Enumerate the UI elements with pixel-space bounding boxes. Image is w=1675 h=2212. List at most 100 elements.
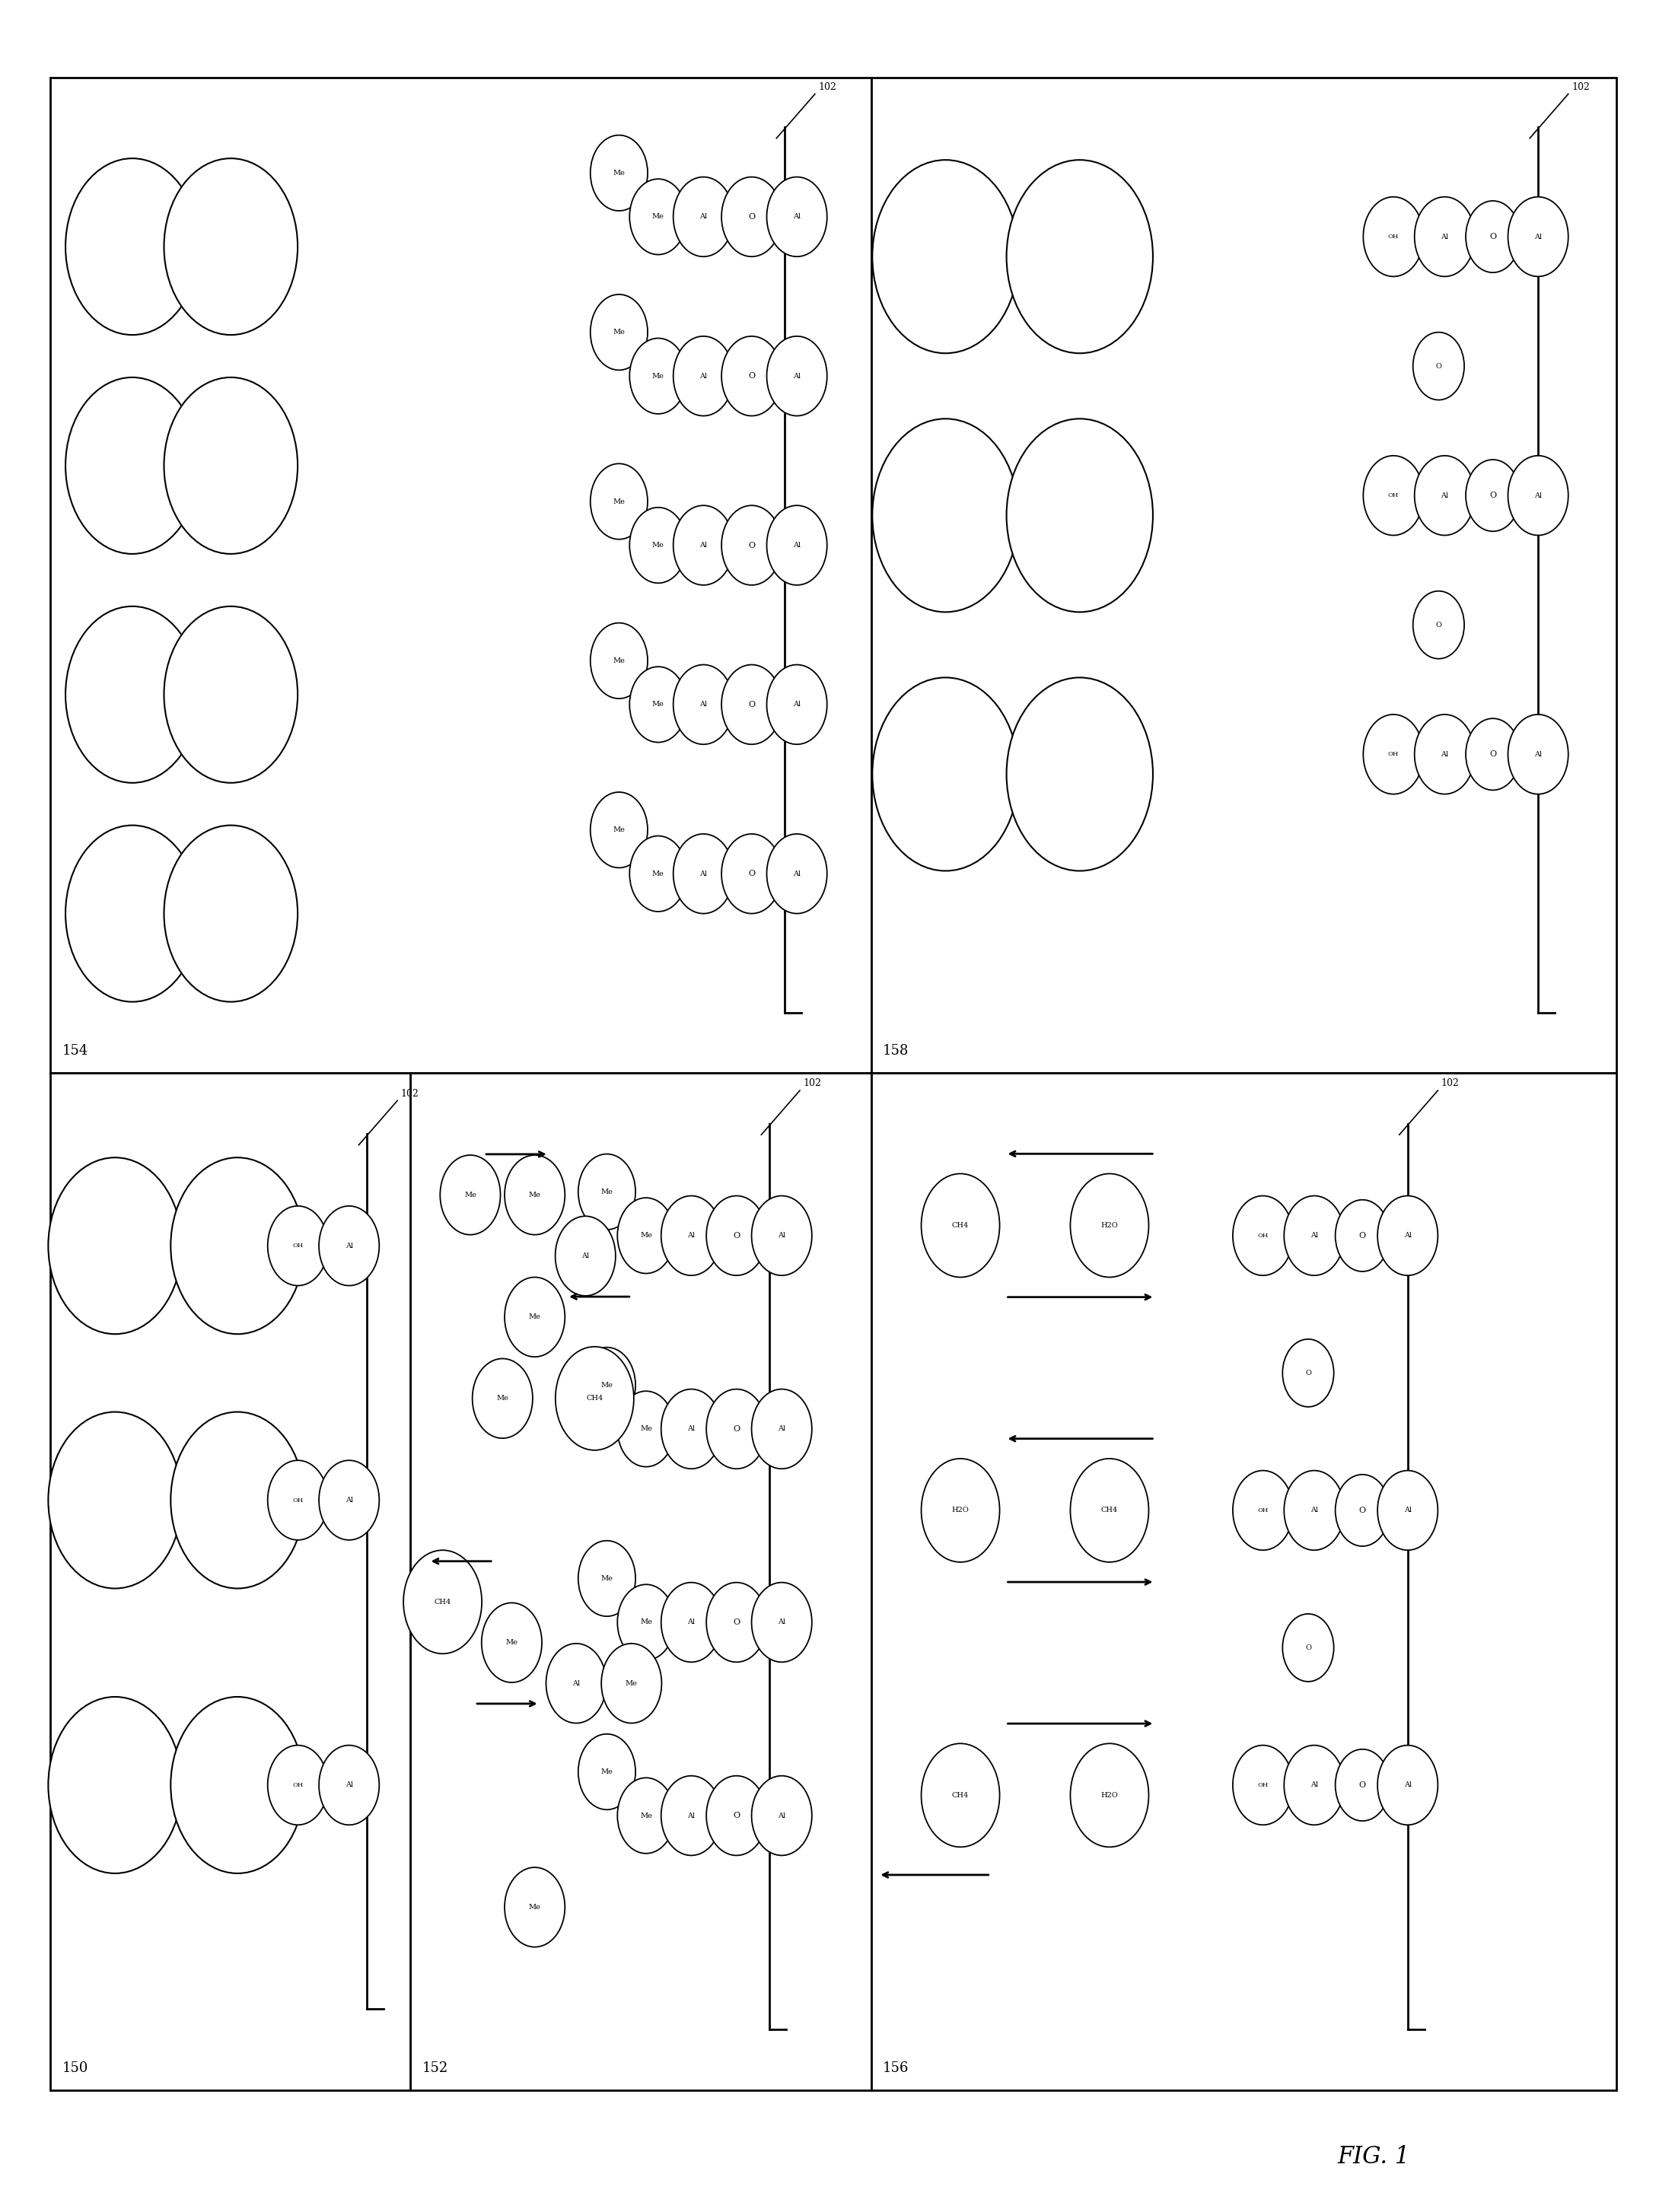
- Circle shape: [578, 1540, 635, 1617]
- Bar: [410, 1073, 871, 2090]
- Text: OH: OH: [1389, 752, 1399, 757]
- Circle shape: [722, 507, 782, 584]
- Circle shape: [1335, 1199, 1390, 1272]
- Text: Me: Me: [640, 1232, 652, 1239]
- Circle shape: [722, 177, 782, 257]
- Circle shape: [318, 1745, 379, 1825]
- Circle shape: [630, 338, 687, 414]
- Bar: [871, 77, 1616, 1073]
- Circle shape: [171, 1697, 305, 1874]
- Text: Al: Al: [792, 701, 801, 708]
- Circle shape: [707, 1582, 767, 1661]
- Circle shape: [1363, 197, 1424, 276]
- Text: Me: Me: [640, 1619, 652, 1626]
- Text: Me: Me: [601, 1188, 613, 1194]
- Circle shape: [1283, 1338, 1333, 1407]
- Text: O: O: [749, 542, 755, 549]
- Circle shape: [590, 624, 648, 699]
- Text: Al: Al: [345, 1781, 353, 1790]
- Circle shape: [722, 834, 782, 914]
- Text: O: O: [734, 1232, 740, 1239]
- Circle shape: [578, 1734, 635, 1809]
- Text: O: O: [749, 869, 755, 878]
- Text: CH4: CH4: [951, 1792, 968, 1798]
- Text: Me: Me: [506, 1639, 518, 1646]
- Text: O: O: [1489, 232, 1496, 241]
- Text: H2O: H2O: [1100, 1221, 1119, 1230]
- Circle shape: [590, 294, 648, 369]
- Text: CH4: CH4: [434, 1599, 451, 1606]
- Circle shape: [1414, 197, 1474, 276]
- Circle shape: [1414, 714, 1474, 794]
- Circle shape: [1377, 1745, 1437, 1825]
- Text: H2O: H2O: [1100, 1792, 1119, 1798]
- Circle shape: [1233, 1197, 1293, 1276]
- Text: Al: Al: [1404, 1232, 1412, 1239]
- Text: OH: OH: [1258, 1783, 1268, 1787]
- Text: Al: Al: [777, 1619, 786, 1626]
- Circle shape: [65, 378, 199, 553]
- Circle shape: [1070, 1743, 1149, 1847]
- Text: Me: Me: [652, 542, 665, 549]
- Circle shape: [1508, 456, 1568, 535]
- Circle shape: [630, 836, 687, 911]
- Text: FIG. 1: FIG. 1: [1337, 2146, 1410, 2168]
- Circle shape: [318, 1206, 379, 1285]
- Circle shape: [767, 336, 827, 416]
- Circle shape: [1466, 201, 1519, 272]
- Circle shape: [618, 1199, 675, 1274]
- Circle shape: [752, 1582, 812, 1661]
- Circle shape: [164, 825, 298, 1002]
- Text: Al: Al: [1440, 491, 1449, 500]
- Circle shape: [1466, 460, 1519, 531]
- Circle shape: [1285, 1197, 1345, 1276]
- Text: Al: Al: [687, 1232, 695, 1239]
- Text: Me: Me: [613, 657, 625, 664]
- Circle shape: [1377, 1471, 1437, 1551]
- Text: Me: Me: [601, 1575, 613, 1582]
- Text: 156: 156: [883, 2062, 910, 2075]
- Circle shape: [578, 1347, 635, 1422]
- Text: 152: 152: [422, 2062, 449, 2075]
- Circle shape: [1007, 677, 1152, 872]
- Text: O: O: [734, 1425, 740, 1433]
- Text: CH4: CH4: [1100, 1506, 1117, 1513]
- Text: Me: Me: [613, 827, 625, 834]
- Text: Me: Me: [652, 869, 665, 878]
- Circle shape: [578, 1155, 635, 1230]
- Circle shape: [673, 507, 734, 584]
- Text: Al: Al: [777, 1812, 786, 1818]
- Text: Al: Al: [792, 542, 801, 549]
- Bar: [50, 1073, 410, 2090]
- Circle shape: [472, 1358, 533, 1438]
- Circle shape: [1285, 1471, 1345, 1551]
- Circle shape: [1233, 1471, 1293, 1551]
- Circle shape: [1007, 418, 1152, 613]
- Circle shape: [618, 1584, 675, 1659]
- Circle shape: [630, 507, 687, 584]
- Text: Al: Al: [1310, 1506, 1318, 1513]
- Text: Al: Al: [687, 1619, 695, 1626]
- Circle shape: [618, 1391, 675, 1467]
- Circle shape: [722, 336, 782, 416]
- Circle shape: [556, 1347, 633, 1451]
- Text: Me: Me: [625, 1679, 638, 1688]
- Text: O: O: [749, 372, 755, 380]
- Circle shape: [1233, 1745, 1293, 1825]
- Circle shape: [1466, 719, 1519, 790]
- Text: O: O: [1435, 622, 1442, 628]
- Text: Me: Me: [613, 330, 625, 336]
- Circle shape: [1285, 1745, 1345, 1825]
- Circle shape: [65, 159, 199, 334]
- Text: Me: Me: [496, 1396, 509, 1402]
- Circle shape: [707, 1776, 767, 1856]
- Text: Al: Al: [573, 1679, 580, 1688]
- Circle shape: [1508, 714, 1568, 794]
- Text: Al: Al: [1534, 491, 1543, 500]
- Circle shape: [65, 825, 199, 1002]
- Circle shape: [921, 1458, 1000, 1562]
- Circle shape: [1508, 197, 1568, 276]
- Text: OH: OH: [1389, 234, 1399, 239]
- Circle shape: [662, 1389, 722, 1469]
- Text: 102: 102: [804, 1079, 821, 1088]
